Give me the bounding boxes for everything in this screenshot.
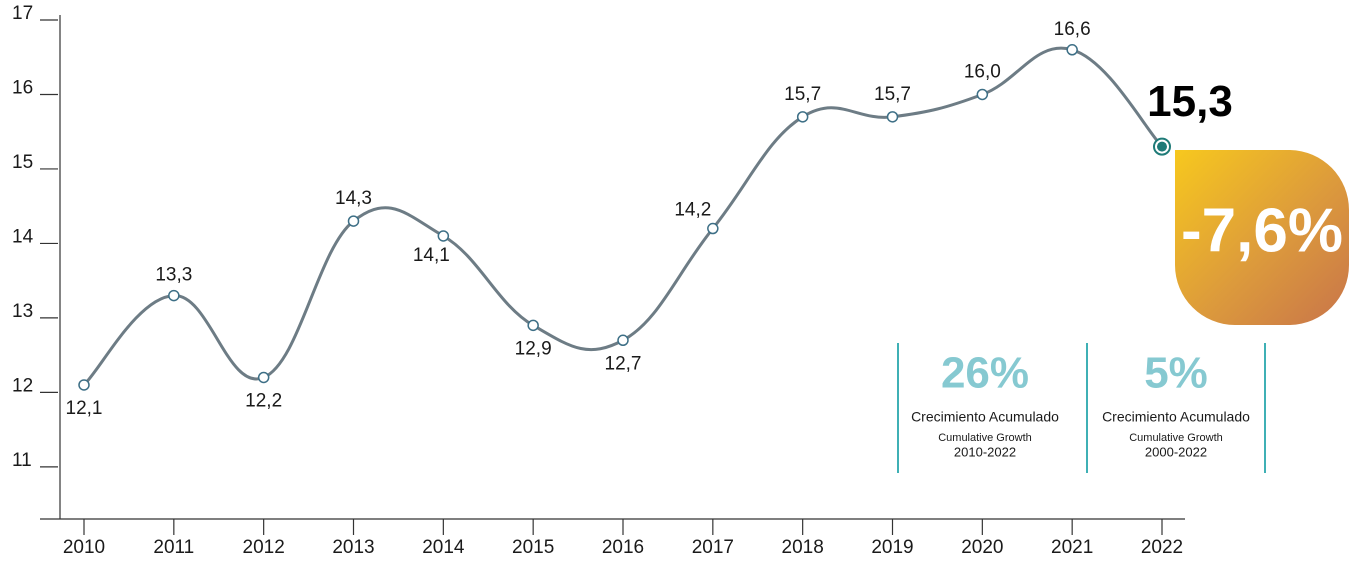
value-label: 14,1 — [413, 245, 450, 266]
point — [1066, 44, 1078, 56]
stat-title: Crecimiento Acumulado — [911, 409, 1059, 425]
stat-period: 2010-2022 — [954, 444, 1016, 459]
value-label: 12,2 — [245, 391, 282, 412]
point — [437, 230, 450, 242]
value-label: 13,3 — [155, 265, 192, 286]
y-tick-label: 17 — [12, 3, 33, 24]
badge-text: -7,6% — [1181, 196, 1343, 265]
x-tick-label: 2019 — [871, 537, 913, 558]
value-label: 14,3 — [335, 188, 372, 209]
stat-subtitle: Cumulative Growth — [1129, 432, 1223, 444]
y-tick-label: 11 — [12, 450, 32, 471]
value-label: 15,7 — [874, 84, 911, 105]
y-tick-label: 13 — [12, 301, 33, 322]
value-label: 15,7 — [784, 84, 821, 105]
stat-title: Crecimiento Acumulado — [1102, 409, 1250, 425]
y-tick-label: 15 — [12, 152, 33, 173]
x-tick-label: 2015 — [512, 537, 554, 558]
x-tick-label: 2011 — [153, 537, 194, 558]
point — [78, 379, 90, 391]
x-tick-label: 2010 — [63, 537, 105, 558]
highlight-point-core — [1157, 141, 1167, 152]
value-label: 12,1 — [66, 398, 103, 419]
x-tick-label: 2021 — [1051, 537, 1093, 558]
value-label: 16,6 — [1054, 19, 1091, 40]
y-tick-label: 14 — [12, 226, 34, 247]
value-label: 12,9 — [515, 338, 552, 359]
point — [976, 88, 989, 101]
point — [707, 222, 719, 235]
x-tick-label: 2012 — [243, 537, 285, 558]
stat-value: 5% — [1144, 349, 1208, 398]
badge-shape — [1175, 150, 1349, 325]
stat-subtitle: Cumulative Growth — [938, 432, 1032, 444]
point — [886, 111, 899, 123]
x-tick-label: 2020 — [961, 537, 1003, 558]
x-tick-label: 2022 — [1141, 537, 1183, 558]
x-tick-label: 2016 — [602, 537, 644, 558]
stat-period: 2000-2022 — [1145, 444, 1207, 459]
value-label: 14,2 — [674, 200, 711, 221]
point — [796, 111, 809, 123]
point — [257, 371, 270, 384]
point — [168, 289, 180, 302]
y-tick-label: 12 — [12, 375, 33, 396]
stat-value: 26% — [941, 349, 1029, 398]
x-tick-label: 2014 — [422, 537, 465, 558]
point — [347, 215, 360, 227]
value-label: 12,7 — [605, 353, 642, 374]
value-label: 15,3 — [1147, 77, 1233, 126]
line — [82, 46, 1164, 387]
x-tick-label: 2018 — [782, 537, 824, 558]
value-label: 16,0 — [964, 61, 1001, 82]
x-tick-label: 2017 — [692, 537, 734, 558]
point — [527, 319, 539, 332]
x-tick-label: 2013 — [332, 537, 374, 558]
y-tick-label: 16 — [12, 77, 33, 98]
point — [617, 334, 629, 347]
